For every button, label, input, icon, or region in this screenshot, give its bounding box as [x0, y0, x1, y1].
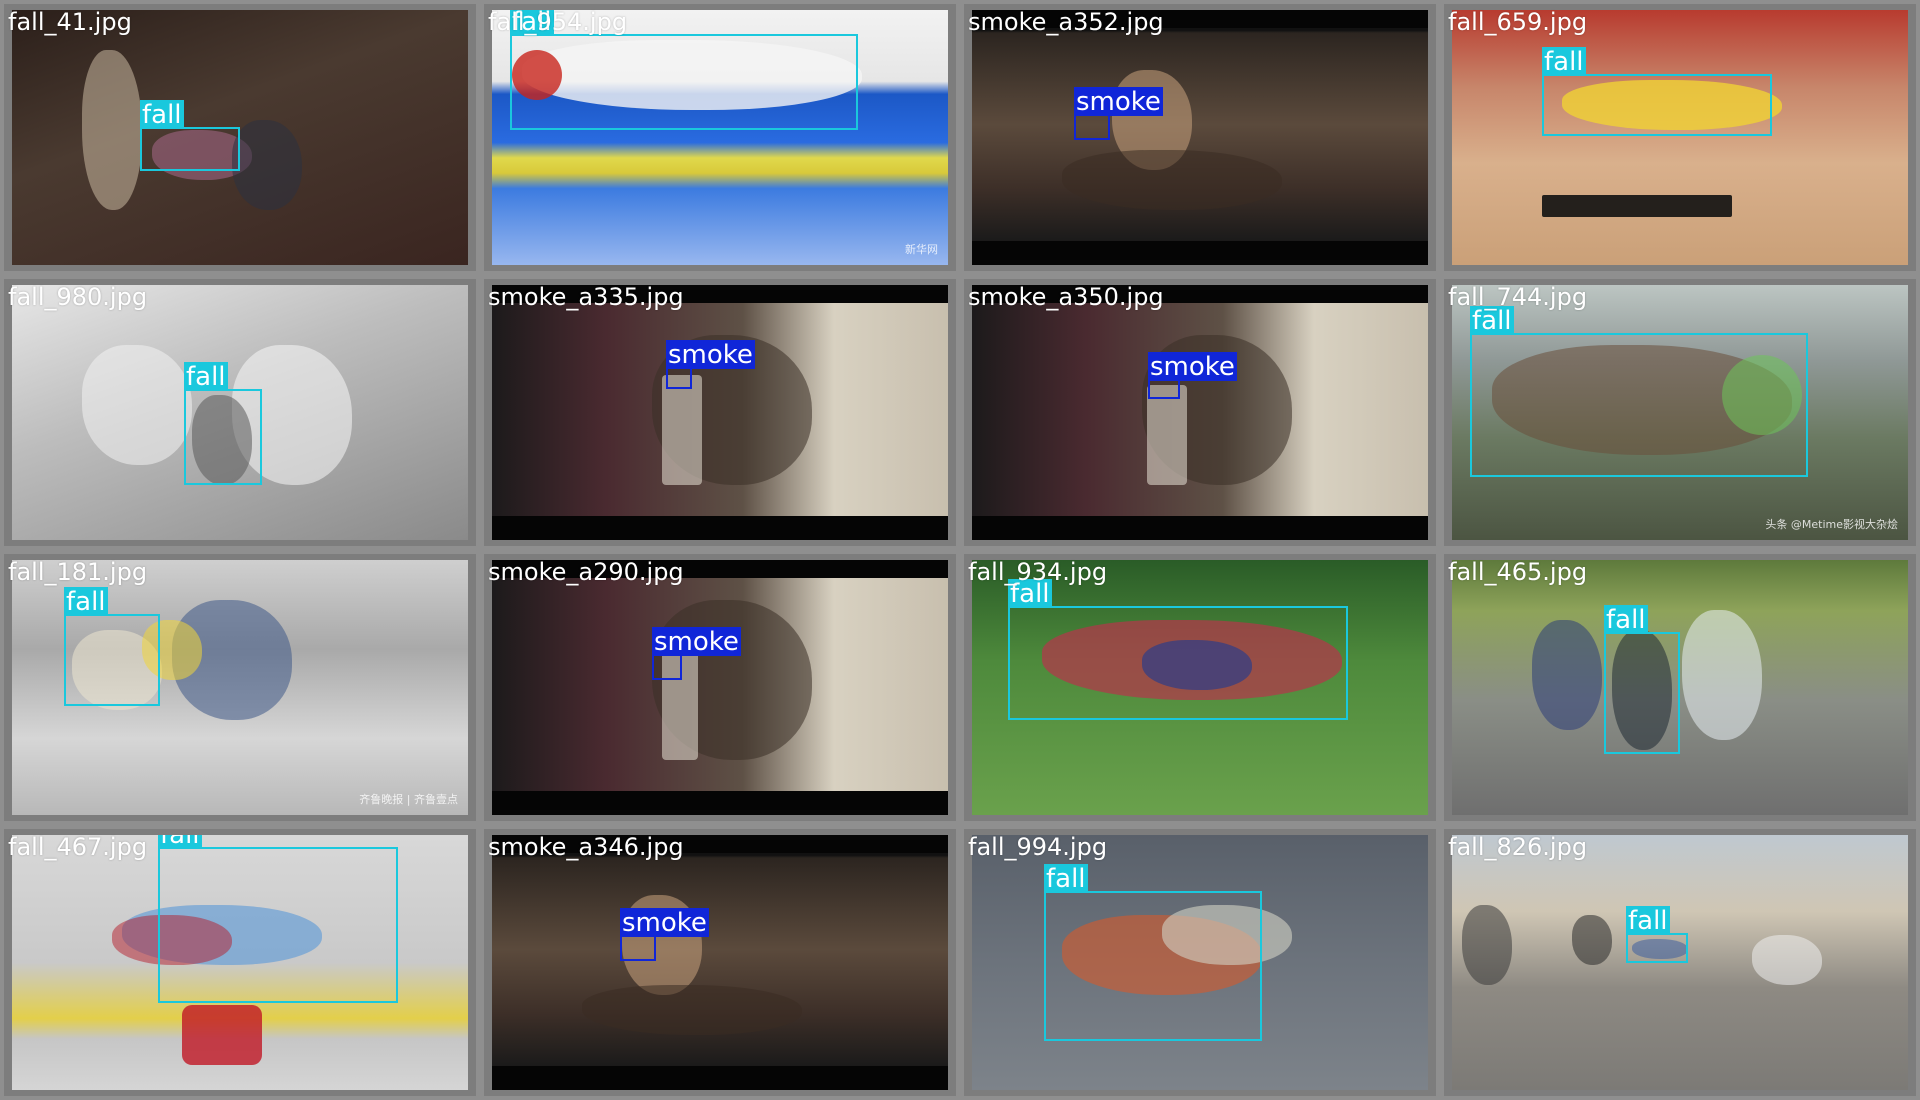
watermark: 齐鲁晚报 | 齐鲁壹点	[359, 793, 458, 806]
bounding-box-fall: fall	[158, 835, 398, 1003]
class-label: fall	[1604, 605, 1648, 635]
bounding-box-smoke: smoke	[652, 627, 741, 680]
image-tile[interactable]: fall fall_465.jpg	[1444, 554, 1916, 821]
image-tile[interactable]: fall 头条 @Metime影视大杂烩 fall_744.jpg	[1444, 279, 1916, 546]
bounding-box-fall: fall	[1604, 605, 1680, 754]
image-tile[interactable]: fall fall_467.jpg	[4, 829, 476, 1096]
photo: fall	[1452, 10, 1908, 265]
class-label: smoke	[666, 340, 755, 370]
image-filename: smoke_a346.jpg	[488, 833, 684, 861]
photo: fall 齐鲁晚报 | 齐鲁壹点	[12, 560, 468, 815]
bounding-box-fall: fall	[1542, 47, 1772, 136]
class-label: fall	[1626, 906, 1670, 936]
image-filename: smoke_a350.jpg	[968, 283, 1164, 311]
bounding-box-fall: fall	[1044, 864, 1262, 1041]
bounding-box-smoke: smoke	[666, 340, 755, 389]
class-label: fall	[64, 587, 108, 617]
image-tile[interactable]: fall fall_41.jpg	[4, 4, 476, 271]
bounding-box-fall: fall	[64, 587, 160, 706]
image-filename: smoke_a290.jpg	[488, 558, 684, 586]
image-filename: smoke_a352.jpg	[968, 8, 1164, 36]
photo: fall	[972, 560, 1428, 815]
class-label: smoke	[620, 908, 709, 938]
image-filename: fall_980.jpg	[8, 283, 148, 311]
image-filename: smoke_a335.jpg	[488, 283, 684, 311]
image-tile[interactable]: fall fall_659.jpg	[1444, 4, 1916, 271]
photo: smoke	[972, 10, 1428, 265]
class-label: smoke	[652, 627, 741, 657]
class-label: fall	[140, 100, 184, 130]
class-label: smoke	[1148, 352, 1237, 382]
bounding-box-fall: fall	[1008, 579, 1348, 720]
watermark: 头条 @Metime影视大杂烩	[1765, 518, 1898, 531]
image-filename: fall_826.jpg	[1448, 833, 1588, 861]
class-label: fall	[184, 362, 228, 392]
class-label: fall	[1008, 579, 1052, 609]
class-label: fall	[1542, 47, 1586, 77]
image-tile[interactable]: fall fall_980.jpg	[4, 279, 476, 546]
bounding-box-smoke: smoke	[620, 908, 709, 961]
class-label: fall	[1470, 306, 1514, 336]
image-filename: fall_934.jpg	[968, 558, 1108, 586]
bounding-box-fall: fall	[1626, 906, 1688, 963]
image-tile[interactable]: fall fall_826.jpg	[1444, 829, 1916, 1096]
image-tile[interactable]: fall 齐鲁晚报 | 齐鲁壹点 fall_181.jpg	[4, 554, 476, 821]
bounding-box-fall: fall	[510, 10, 858, 130]
photo: smoke	[492, 560, 948, 815]
bounding-box-fall: fall	[1470, 306, 1808, 477]
image-filename: fall_744.jpg	[1448, 283, 1588, 311]
image-tile[interactable]: smoke smoke_a346.jpg	[484, 829, 956, 1096]
photo: fall	[12, 285, 468, 540]
watermark: 新华网	[905, 243, 938, 256]
bounding-box-fall: fall	[140, 100, 240, 171]
image-filename: fall_41.jpg	[8, 8, 132, 36]
bounding-box-smoke: smoke	[1148, 352, 1237, 399]
bounding-box-smoke: smoke	[1074, 87, 1163, 140]
image-tile[interactable]: fall fall_994.jpg	[964, 829, 1436, 1096]
image-tile[interactable]: smoke smoke_a335.jpg	[484, 279, 956, 546]
photo: smoke	[492, 835, 948, 1090]
image-filename: fall_467.jpg	[8, 833, 148, 861]
photo: fall	[1452, 835, 1908, 1090]
class-label: fall	[510, 10, 554, 36]
image-filename: fall_181.jpg	[8, 558, 148, 586]
photo: smoke	[492, 285, 948, 540]
image-tile[interactable]: smoke smoke_a290.jpg	[484, 554, 956, 821]
image-tile[interactable]: smoke smoke_a352.jpg	[964, 4, 1436, 271]
class-label: smoke	[1074, 87, 1163, 117]
bounding-box-fall: fall	[184, 362, 262, 485]
photo: fall	[1452, 560, 1908, 815]
image-filename: fall_659.jpg	[1448, 8, 1588, 36]
photo: fall	[12, 10, 468, 265]
image-filename: fall_994.jpg	[968, 833, 1108, 861]
photo: fall	[12, 835, 468, 1090]
photo: fall 新华网	[492, 10, 948, 265]
image-filename: fall_954.jpg	[488, 8, 628, 36]
image-tile[interactable]: fall fall_934.jpg	[964, 554, 1436, 821]
image-tile[interactable]: fall 新华网 fall_954.jpg	[484, 4, 956, 271]
photo: smoke	[972, 285, 1428, 540]
class-label: fall	[1044, 864, 1088, 894]
image-tile[interactable]: smoke smoke_a350.jpg	[964, 279, 1436, 546]
image-filename: fall_465.jpg	[1448, 558, 1588, 586]
photo: fall	[972, 835, 1428, 1090]
class-label: fall	[158, 835, 202, 849]
photo: fall 头条 @Metime影视大杂烩	[1452, 285, 1908, 540]
